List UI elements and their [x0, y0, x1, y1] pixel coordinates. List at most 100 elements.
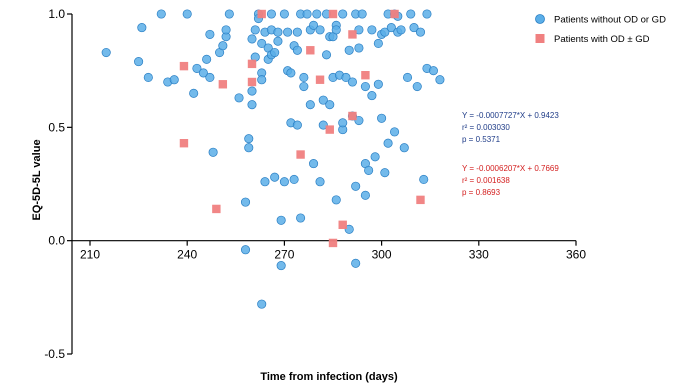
x-tick-label: 210 [80, 248, 100, 262]
data-point-circle [247, 86, 257, 96]
data-point-circle [347, 77, 357, 87]
data-point-circle [360, 190, 370, 200]
series-2 [179, 9, 425, 248]
y-tick-label: 1.0 [48, 7, 65, 21]
data-point-circle [435, 75, 445, 85]
data-point-circle [273, 27, 283, 37]
data-point-circle [137, 23, 147, 33]
legend: Patients without OD or GD Patients with … [535, 14, 666, 45]
regression-r2-2: r² = 0.001638 [462, 176, 510, 185]
data-point-circle [331, 195, 341, 205]
data-point-circle [315, 25, 325, 35]
data-point-square [328, 238, 338, 248]
data-point-circle [377, 113, 387, 123]
data-point-square [257, 9, 266, 19]
data-point-circle [279, 177, 289, 187]
data-point-circle [202, 54, 212, 64]
data-point-circle [419, 174, 429, 185]
data-point-square [325, 125, 334, 134]
regression-r2-1: r² = 0.003030 [462, 123, 510, 132]
data-point-circle [390, 127, 400, 137]
data-point-square [338, 220, 347, 229]
data-point-circle [289, 174, 299, 185]
data-point-circle [286, 68, 296, 78]
regression-stats-series-1: Y = -0.0007727*X + 0.9423 r² = 0.003030 … [462, 111, 559, 144]
data-point-circle [257, 38, 267, 49]
data-point-circle [354, 115, 364, 126]
data-point-circle [292, 45, 302, 55]
data-point-circle [344, 45, 354, 55]
data-point-circle [192, 63, 202, 73]
data-point-square [315, 75, 325, 84]
axis-lines [71, 14, 576, 354]
data-point-square [212, 204, 221, 214]
data-point-circle [205, 72, 215, 83]
data-point-circle [244, 134, 254, 144]
data-point-circle [260, 177, 270, 187]
data-point-circle [244, 143, 254, 153]
data-point-circle [198, 68, 208, 78]
data-point-circle [409, 23, 419, 33]
data-point-circle [283, 27, 293, 37]
data-point-circle [351, 258, 361, 268]
data-point-circle [312, 9, 322, 19]
data-point-circle [351, 181, 361, 191]
data-point-circle [331, 25, 341, 35]
data-point-circle [402, 72, 413, 83]
data-point-circle [296, 213, 306, 223]
data-point-circle [218, 41, 228, 51]
data-point-circle [357, 9, 367, 19]
data-point-circle [415, 27, 426, 37]
data-point-square [390, 9, 399, 19]
data-point-circle [406, 9, 416, 19]
regression-equation-1: Y = -0.0007727*X + 0.9423 [462, 111, 559, 120]
data-point-circle [169, 75, 179, 85]
data-point-circle [412, 81, 422, 92]
data-point-square [328, 9, 338, 19]
data-point-circle [428, 66, 438, 76]
data-point-circle [399, 143, 409, 153]
data-point-circle [344, 224, 354, 234]
legend-label-series-2: Patients with OD ± GD [554, 34, 650, 45]
data-point-circle [396, 25, 406, 35]
data-point-circle [302, 9, 312, 19]
data-point-square [348, 30, 357, 39]
data-point-circle [156, 9, 166, 19]
data-point-square [306, 46, 315, 55]
data-point-circle [341, 72, 351, 83]
data-point-circle [386, 23, 396, 33]
regression-stats-series-2: Y = -0.0006207*X + 0.7669 r² = 0.001638 … [462, 164, 559, 197]
data-point-square [179, 61, 189, 71]
data-point-circle [373, 38, 383, 49]
data-point-square [179, 139, 189, 148]
data-point-circle [299, 72, 309, 83]
data-point-circle [318, 120, 328, 130]
tick-layer: -0.5 0.0 0.5 1.0 210 240 270 300 330 360 [44, 7, 586, 361]
data-point-circle [318, 95, 328, 105]
data-point-circle [247, 34, 257, 44]
data-point-circle [273, 36, 283, 46]
data-point-circle [292, 120, 302, 130]
regression-equation-2: Y = -0.0006207*X + 0.7669 [462, 164, 559, 173]
regression-p-1: p = 0.5371 [462, 135, 501, 144]
x-tick-label: 330 [469, 248, 489, 262]
data-point-circle [383, 138, 393, 148]
regression-p-2: p = 0.8693 [462, 188, 501, 197]
data-point-circle [309, 20, 319, 30]
data-point-circle [257, 299, 267, 309]
data-point-circle [270, 47, 280, 58]
data-point-circle [373, 79, 383, 89]
y-tick-label: 0.5 [48, 120, 65, 134]
x-tick-label: 300 [372, 248, 392, 262]
x-tick-label: 360 [566, 248, 586, 262]
data-point-circle [354, 43, 364, 53]
data-point-square [247, 77, 257, 87]
legend-marker-series-2 [535, 34, 545, 43]
data-point-circle [338, 118, 348, 128]
legend-label-series-1: Patients without OD or GD [554, 15, 666, 26]
data-point-circle [360, 81, 370, 92]
data-point-circle [315, 177, 325, 187]
data-point-circle [257, 75, 267, 85]
data-point-circle [299, 81, 309, 92]
data-point-circle [380, 168, 390, 178]
